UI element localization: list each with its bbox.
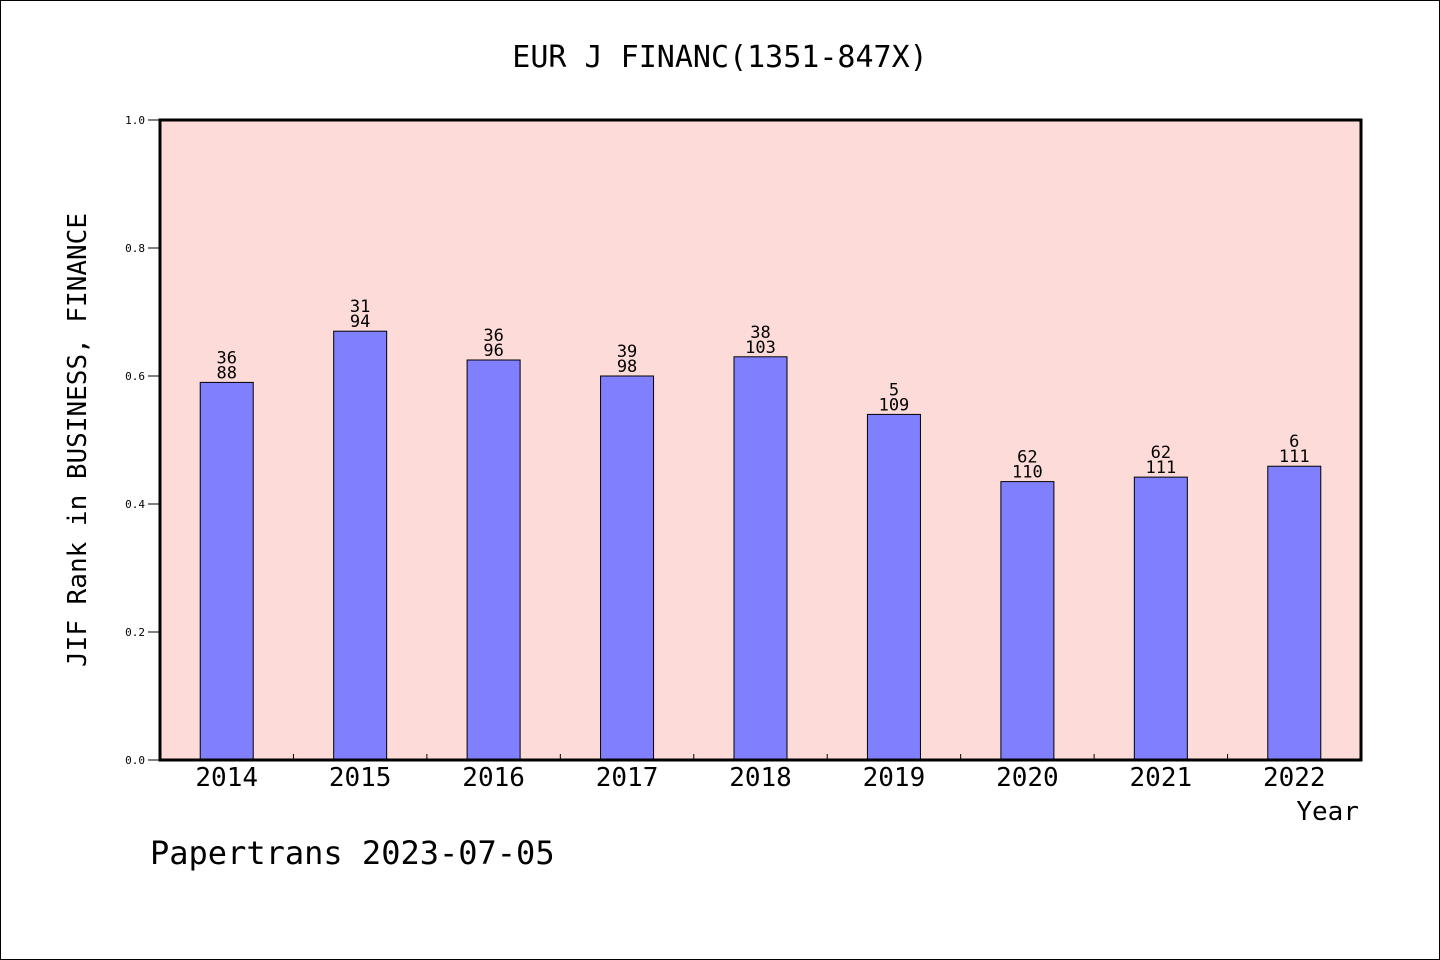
bar-rank-label: 39 (617, 342, 637, 362)
bar-rank-label: 31 (350, 297, 370, 317)
bar-total-label: 111 (1279, 447, 1310, 467)
y-axis-ticks: 0.0 0.2 0.4 0.6 0.8 1.0 (125, 114, 160, 767)
bar-2016 (466, 359, 521, 761)
bar-2021 (1133, 476, 1188, 761)
x-axis-ticks: 2014 2015 2016 2017 2018 2019 2020 2021 2022 (195, 754, 1326, 793)
bar-rank-label: 62 (1151, 443, 1171, 463)
bar-2019 (866, 413, 921, 761)
bar-2017 (600, 375, 655, 761)
bar-rank-label: 62 (1017, 448, 1037, 468)
x-tick-label: 2018 (729, 763, 792, 793)
y-tick-label: 0.0 (125, 754, 145, 767)
bar-2022 (1267, 465, 1322, 761)
y-tick-label: 0.8 (125, 242, 145, 255)
x-tick-label: 2016 (462, 763, 525, 793)
bar-rank-label: 5 (889, 380, 899, 400)
bar-total-label: 111 (1145, 458, 1176, 478)
bar-total-label: 103 (745, 338, 776, 358)
x-tick-label: 2020 (996, 763, 1059, 793)
bar-total-label: 98 (617, 357, 637, 377)
x-tick-label: 2022 (1263, 763, 1326, 793)
bar-rank-label: 38 (750, 323, 770, 343)
bar-total-label: 94 (350, 312, 370, 332)
y-tick-label: 0.6 (125, 370, 145, 383)
bar-2020 (1000, 481, 1055, 761)
x-tick-label: 2014 (195, 763, 258, 793)
chart-title: EUR J FINANC(1351-847X) (512, 40, 927, 75)
bar-rank-label: 36 (483, 326, 503, 346)
bar-total-label: 109 (879, 395, 910, 415)
bar-total-label: 96 (483, 341, 503, 361)
x-tick-label: 2019 (863, 763, 926, 793)
y-tick-label: 0.2 (125, 626, 145, 639)
bar-2014 (199, 381, 254, 761)
bar-2015 (333, 330, 388, 761)
bar-2018 (733, 356, 788, 761)
y-axis-label: JIF Rank in BUSINESS, FINANCE (63, 213, 93, 667)
bar-rank-label: 36 (216, 348, 236, 368)
y-tick-label: 1.0 (125, 114, 145, 127)
bar-rank-label: 6 (1289, 432, 1299, 452)
x-tick-label: 2015 (329, 763, 392, 793)
bar-total-label: 88 (216, 363, 236, 383)
y-tick-label: 0.4 (125, 498, 145, 511)
footer-text: Papertrans 2023-07-05 (150, 834, 555, 872)
bars-group (199, 330, 1322, 761)
x-axis-label: Year (1296, 797, 1359, 827)
x-tick-label: 2021 (1130, 763, 1193, 793)
x-tick-label: 2017 (596, 763, 659, 793)
plot-border (158, 118, 1363, 762)
bar-total-label: 110 (1012, 463, 1043, 483)
